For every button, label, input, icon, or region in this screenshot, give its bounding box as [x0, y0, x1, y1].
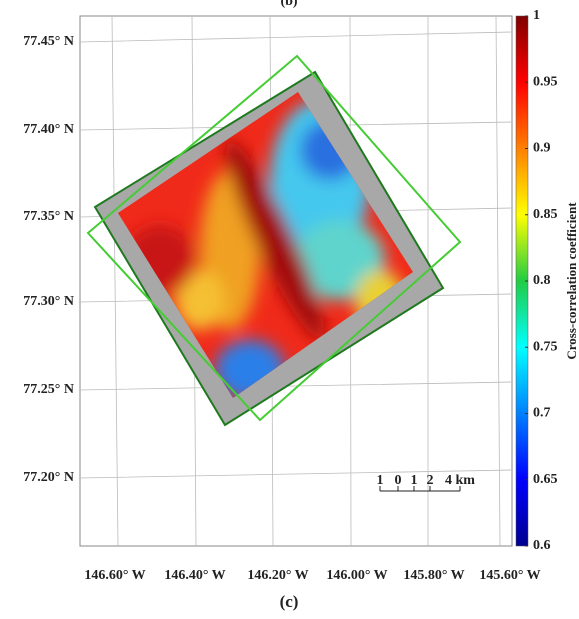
- lon-label: 146.40° W: [164, 568, 225, 583]
- colorbar-tick-label: 0.95: [533, 74, 558, 89]
- colorbar-tick-label: 0.9: [533, 141, 551, 156]
- colorbar-tick-label: 0.85: [533, 207, 558, 222]
- caption: (c): [280, 592, 299, 611]
- colorbar-tick-label: 0.75: [533, 339, 558, 354]
- scale-label: 4 km: [445, 473, 475, 488]
- colorbar-tick-label: 0.8: [533, 273, 551, 288]
- lat-label: 77.20° N: [23, 470, 74, 485]
- lon-label: 146.00° W: [326, 568, 387, 583]
- caption-top: (b): [280, 0, 297, 9]
- figure: (b) 1 0 1 2 4 km 77.45° N 77.40: [0, 0, 579, 619]
- colorbar-tick-label: 0.6: [533, 538, 551, 553]
- lat-label: 77.35° N: [23, 209, 74, 224]
- colorbar-tick-label: 0.65: [533, 472, 558, 487]
- colorbar-tick-label: 1: [533, 8, 540, 23]
- lon-label: 145.80° W: [403, 568, 464, 583]
- lat-label: 77.45° N: [23, 34, 74, 49]
- lon-label: 146.20° W: [247, 568, 308, 583]
- colorbar-ticks: 1 0.95 0.9 0.85 0.8 0.75 0.7 0.65 0.6: [525, 8, 558, 553]
- lon-label: 146.60° W: [84, 568, 145, 583]
- lon-label: 145.60° W: [479, 568, 540, 583]
- lat-label: 77.30° N: [23, 294, 74, 309]
- colorbar-tick-label: 0.7: [533, 406, 551, 421]
- scale-label: 1: [411, 473, 418, 488]
- lat-label: 77.25° N: [23, 382, 74, 397]
- scale-label: 0: [395, 473, 402, 488]
- scale-label: 1: [377, 473, 384, 488]
- colorbar-label: Cross-correlation coefficient: [564, 202, 579, 360]
- lat-label: 77.40° N: [23, 122, 74, 137]
- scale-label: 2: [427, 473, 434, 488]
